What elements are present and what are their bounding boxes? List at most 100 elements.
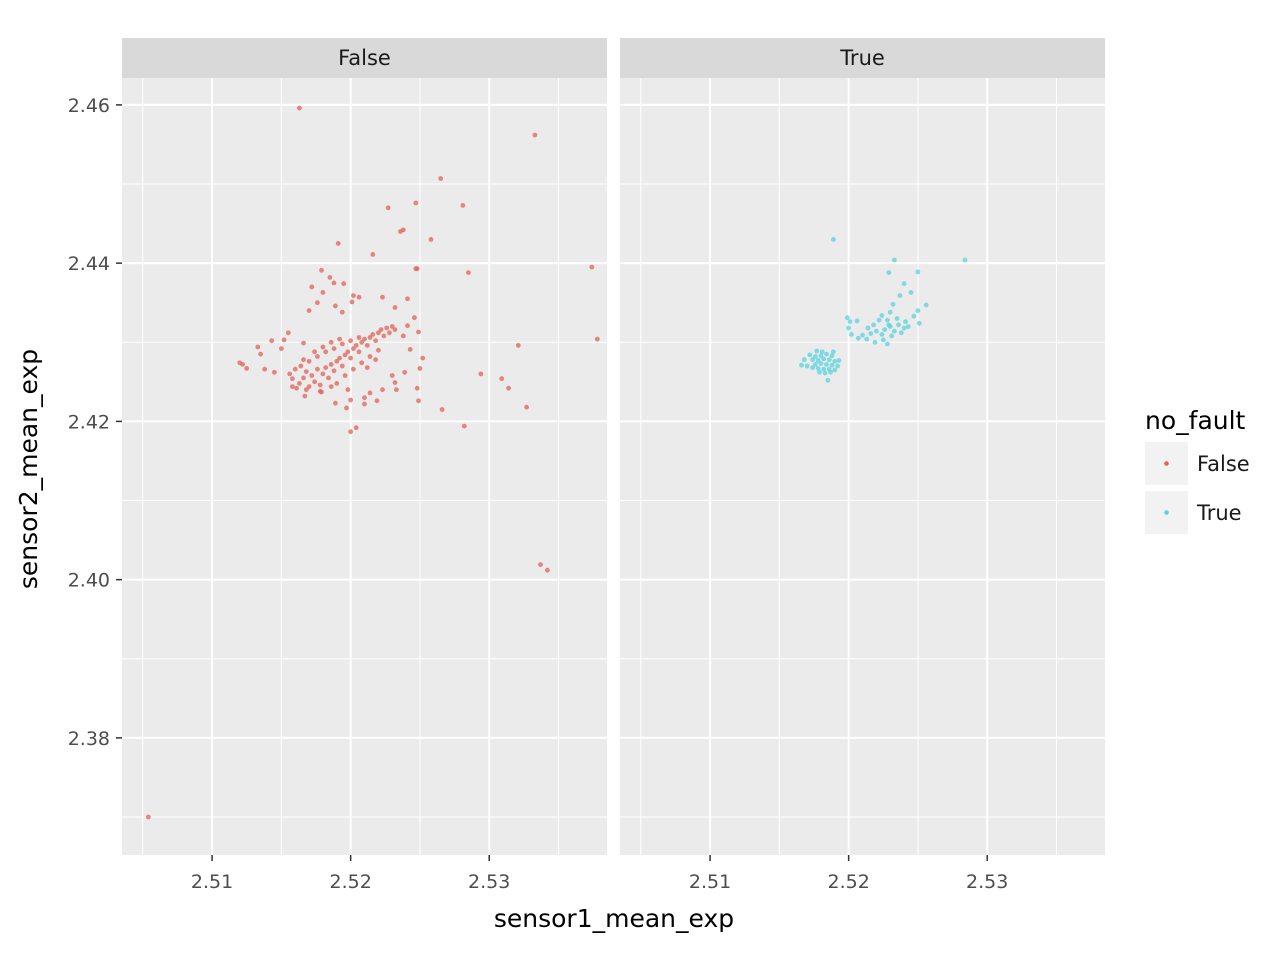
data-point bbox=[351, 293, 356, 298]
data-point bbox=[466, 270, 471, 275]
data-point bbox=[262, 366, 268, 372]
data-point bbox=[306, 384, 312, 389]
data-point bbox=[376, 347, 381, 353]
y-tick-label: 2.38 bbox=[68, 728, 110, 750]
y-tick-label: 2.40 bbox=[68, 570, 110, 592]
data-point bbox=[258, 351, 263, 357]
data-point bbox=[319, 267, 324, 273]
data-point bbox=[885, 341, 890, 347]
data-point bbox=[384, 325, 390, 331]
data-point bbox=[398, 229, 403, 234]
data-point bbox=[886, 270, 892, 275]
data-point bbox=[255, 344, 261, 350]
data-point bbox=[292, 366, 298, 372]
data-point bbox=[331, 280, 337, 286]
data-point bbox=[854, 318, 860, 324]
x-tick-label: 2.52 bbox=[329, 871, 371, 893]
points-false bbox=[145, 105, 600, 820]
data-point bbox=[892, 257, 897, 263]
data-point bbox=[272, 369, 277, 375]
points-true bbox=[799, 237, 968, 383]
x-axis-title: sensor1_mean_exp bbox=[494, 904, 734, 933]
data-point bbox=[320, 290, 326, 295]
data-point bbox=[367, 335, 373, 340]
data-point bbox=[460, 203, 466, 208]
data-point bbox=[364, 343, 370, 348]
x-tick-label: 2.53 bbox=[468, 871, 510, 893]
data-point bbox=[389, 373, 395, 378]
data-point bbox=[301, 357, 306, 363]
data-point bbox=[871, 322, 876, 328]
data-point bbox=[815, 366, 821, 371]
data-point bbox=[810, 365, 815, 370]
data-point bbox=[905, 324, 911, 329]
data-point bbox=[145, 814, 151, 820]
data-point bbox=[381, 333, 387, 339]
data-point bbox=[392, 305, 398, 310]
data-point bbox=[872, 339, 878, 345]
data-point bbox=[885, 317, 890, 323]
data-point bbox=[334, 381, 340, 386]
panel-true: True bbox=[620, 38, 1105, 855]
data-point bbox=[315, 366, 320, 372]
data-point bbox=[813, 354, 818, 359]
data-point bbox=[882, 327, 888, 332]
data-point bbox=[298, 363, 304, 369]
data-point bbox=[594, 336, 600, 342]
data-point bbox=[916, 320, 922, 326]
legend-title: no_fault bbox=[1145, 406, 1246, 435]
facet-strip-true bbox=[620, 38, 1105, 78]
data-point bbox=[364, 365, 370, 370]
data-point bbox=[290, 384, 295, 389]
legend: no_fault False True bbox=[1145, 406, 1250, 534]
data-point bbox=[844, 315, 850, 321]
data-point bbox=[407, 347, 413, 352]
data-point bbox=[323, 349, 329, 355]
data-point bbox=[821, 366, 827, 372]
data-point bbox=[294, 385, 299, 391]
data-point bbox=[302, 393, 308, 399]
data-point bbox=[281, 337, 287, 343]
data-point bbox=[370, 252, 376, 257]
facet-strip-label-false: False bbox=[338, 46, 391, 70]
panel-background bbox=[620, 78, 1105, 855]
data-point bbox=[315, 354, 320, 359]
data-point bbox=[356, 335, 362, 340]
data-point bbox=[392, 380, 398, 385]
data-point bbox=[417, 366, 423, 371]
data-point bbox=[400, 333, 406, 339]
data-point bbox=[915, 308, 921, 313]
data-point bbox=[309, 373, 315, 378]
data-point bbox=[846, 325, 851, 331]
data-point bbox=[915, 269, 921, 275]
data-point bbox=[373, 357, 378, 363]
data-point bbox=[826, 357, 832, 363]
data-point bbox=[320, 371, 326, 377]
data-point bbox=[237, 360, 243, 366]
legend-marker-false bbox=[1164, 461, 1169, 466]
data-point bbox=[545, 567, 550, 573]
data-point bbox=[341, 281, 347, 287]
data-point bbox=[362, 395, 367, 401]
data-point bbox=[337, 336, 342, 342]
data-point bbox=[868, 331, 874, 336]
data-point bbox=[880, 337, 886, 343]
data-point bbox=[370, 332, 376, 337]
data-point bbox=[333, 303, 338, 309]
data-point bbox=[359, 339, 365, 345]
data-point bbox=[962, 257, 968, 263]
panel-background bbox=[122, 78, 607, 855]
data-point bbox=[898, 330, 904, 336]
data-point bbox=[822, 370, 828, 376]
data-point bbox=[312, 379, 317, 385]
data-point bbox=[887, 309, 893, 315]
data-point bbox=[362, 401, 367, 407]
data-point bbox=[817, 369, 822, 375]
data-point bbox=[328, 384, 334, 389]
data-point bbox=[353, 343, 359, 348]
data-point bbox=[339, 341, 345, 347]
data-point bbox=[309, 284, 315, 290]
x-tick-label: 2.51 bbox=[689, 871, 731, 893]
data-point bbox=[380, 387, 385, 393]
